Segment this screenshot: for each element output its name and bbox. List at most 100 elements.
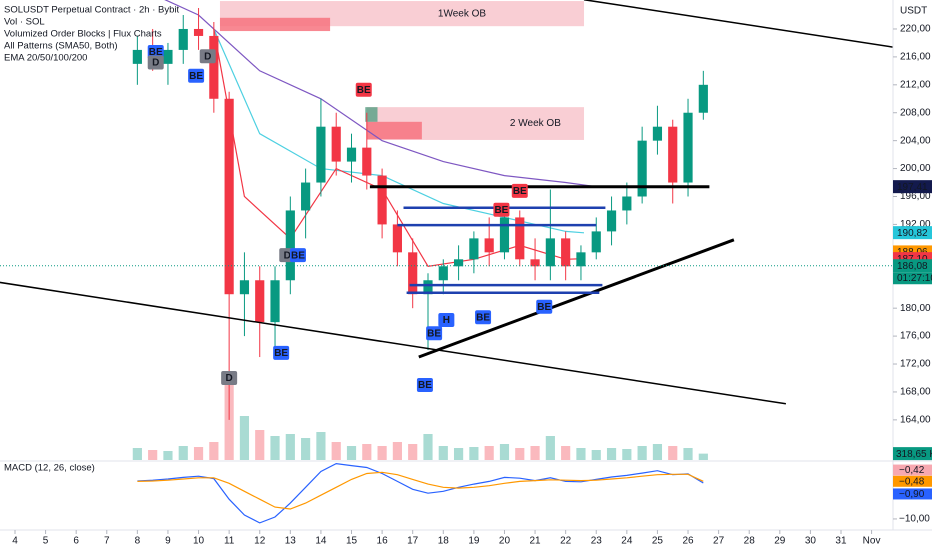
volume-bar (545, 436, 555, 460)
candle-body (239, 280, 250, 295)
pattern-marker (475, 310, 492, 325)
candle-body (285, 210, 295, 281)
candle-body (346, 147, 357, 162)
x-tick-label: 25 (652, 536, 664, 547)
x-tick-label: 26 (682, 536, 694, 547)
candle-body (545, 238, 555, 267)
candle-body (331, 126, 341, 162)
candle-body (316, 126, 326, 183)
volume-bar (331, 442, 341, 460)
candle-body (362, 147, 372, 176)
volume-bar (377, 446, 387, 460)
x-tick-label: 7 (104, 536, 110, 547)
volume-bar (453, 448, 464, 460)
volume-bar (255, 430, 265, 460)
volume-bar (178, 446, 188, 460)
x-tick-label: 18 (438, 536, 450, 547)
candle-body (255, 280, 265, 323)
x-tick-label: 19 (468, 536, 480, 547)
volume-bar (637, 446, 647, 460)
volume-bar (561, 446, 571, 460)
volume-bar (285, 434, 295, 460)
pattern-label: BE (291, 250, 305, 261)
x-tick-label: 22 (560, 536, 572, 547)
y-tick-label: 204,00 (900, 135, 931, 146)
volume-bar (224, 380, 234, 460)
volume-bar (132, 448, 142, 460)
candle-body (668, 126, 678, 183)
pattern-marker (147, 55, 164, 70)
volume-bar (362, 444, 372, 460)
candle-body (469, 238, 479, 260)
pattern-marker (511, 183, 528, 198)
macd-label-box (893, 464, 932, 476)
legend-line: Vol · SOL (4, 17, 45, 28)
x-tick-label: 16 (377, 536, 389, 547)
volume-bar (163, 451, 173, 460)
pattern-label: D (226, 373, 233, 384)
macd-label: −0,48 (899, 476, 925, 487)
volume-bar (209, 442, 219, 460)
candle-body (515, 217, 525, 260)
x-tick-label: 31 (835, 536, 847, 547)
x-tick-label: 14 (315, 536, 327, 547)
candle-body (209, 35, 219, 99)
price-label-box (893, 180, 932, 194)
legend-line: EMA 20/50/100/200 (4, 53, 87, 64)
candle-body (484, 238, 494, 253)
pattern-marker (426, 326, 443, 341)
y-tick-label: 172,00 (900, 359, 931, 370)
pattern-label: D (152, 58, 159, 69)
pattern-label: BE (427, 328, 441, 339)
candle-body (576, 252, 586, 267)
y-tick-label: 192,00 (900, 219, 931, 230)
volume-bar (438, 446, 448, 460)
volume-bar (499, 444, 510, 460)
macd-label-box (893, 475, 932, 487)
volume-bar (606, 448, 617, 460)
ema-line (213, 28, 585, 234)
volume-label: 318,65 K (896, 449, 932, 460)
volume-bar (408, 444, 418, 460)
volume-bar (576, 448, 586, 460)
pattern-label: D (284, 250, 291, 261)
pattern-label: BE (537, 302, 551, 313)
candle-body (652, 126, 663, 141)
volume-bar (346, 446, 357, 460)
candle-body (637, 140, 647, 197)
volume-bar (591, 450, 601, 460)
volume-bar (668, 446, 678, 460)
pattern-marker (536, 299, 553, 314)
legend-line: Volumized Order Blocks | Flux Charts (4, 29, 162, 40)
volume-bar (515, 448, 525, 460)
price-label: 197,41 (897, 182, 928, 193)
pattern-marker (188, 68, 205, 83)
pattern-label: BE (476, 312, 490, 323)
ema-line (213, 28, 585, 267)
order-block-label: 1Week OB (438, 8, 486, 19)
pattern-label: BE (357, 85, 371, 96)
legend-line: All Patterns (SMA50, Both) (4, 41, 118, 52)
candle-body (408, 252, 418, 295)
x-tick-label: Nov (863, 536, 881, 547)
macd-pane (137, 462, 704, 524)
volume-bar (698, 453, 708, 460)
y-tick-label: 196,00 (900, 191, 931, 202)
macd-line (137, 462, 704, 524)
volume-bar (301, 438, 311, 460)
pattern-label: H (443, 315, 450, 326)
x-tick-label: 9 (165, 536, 171, 547)
x-tick-label: 29 (774, 536, 786, 547)
volume-bar (239, 416, 250, 460)
x-tick-label: 5 (43, 536, 49, 547)
volume-bar (484, 446, 494, 460)
y-tick-label: 208,00 (900, 107, 931, 118)
x-tick-label: 13 (285, 536, 297, 547)
candle-body (698, 84, 708, 113)
y-tick-label: 176,00 (900, 331, 931, 342)
x-tick-label: 10 (193, 536, 205, 547)
candle-body (453, 259, 464, 267)
candle-body (499, 217, 510, 253)
macd-label-box (893, 488, 932, 500)
